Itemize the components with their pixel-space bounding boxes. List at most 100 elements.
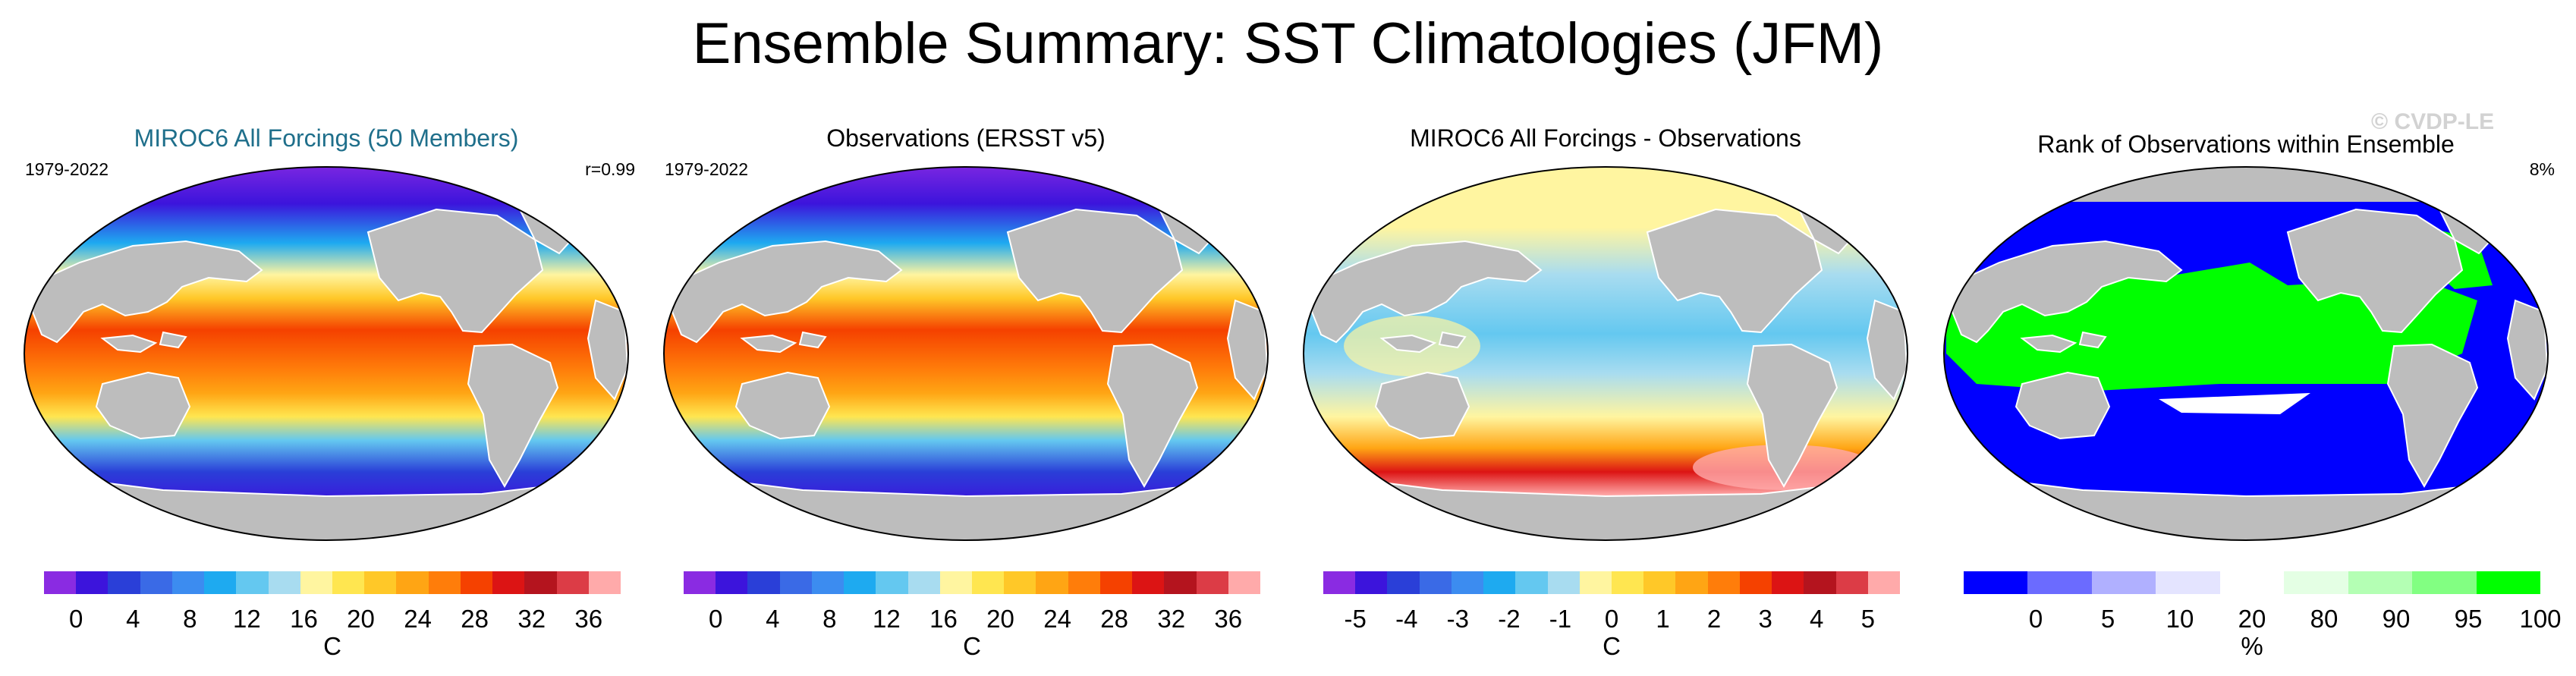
colorbar-swatch — [140, 571, 173, 594]
panel-observed-climatology: Observations (ERSST v5) 1979-2022 0 4 8 12 1… — [651, 114, 1281, 671]
colorbar-swatch — [428, 571, 461, 594]
colorbar-swatch — [268, 571, 301, 594]
colorbar-swatch — [876, 571, 909, 594]
colorbar-swatch — [364, 571, 397, 594]
colorbar-tick-label: 28 — [1100, 605, 1128, 633]
colorbar-swatch — [1196, 571, 1229, 594]
colorbar-swatch — [747, 571, 781, 594]
colorbar-swatch — [1804, 571, 1837, 594]
colorbar-swatch — [2156, 571, 2221, 594]
colorbar-swatch — [556, 571, 590, 594]
colorbar-swatch — [300, 571, 333, 594]
colorbar-swatch — [1164, 571, 1197, 594]
colorbar-tick-label: 8 — [183, 605, 197, 633]
colorbar-swatch — [44, 571, 77, 594]
figure-title: Ensemble Summary: SST Climatologies (JFM… — [692, 11, 1884, 76]
panel-title: Rank of Observations within Ensemble — [2037, 130, 2455, 158]
colorbar-unit: C — [963, 632, 981, 660]
colorbar-swatch — [2091, 571, 2156, 594]
panel-model-climatology: MIROC6 All Forcings (50 Members) 1979-20… — [11, 114, 641, 671]
colorbar-tick-label: -4 — [1395, 605, 1418, 633]
colorbar-swatch — [2284, 571, 2349, 594]
colorbar-swatch — [1835, 571, 1869, 594]
colorbar-swatch — [1643, 571, 1676, 594]
colorbar-tick-label: 0 — [69, 605, 83, 633]
colorbar-swatch — [1228, 571, 1261, 594]
colorbar-swatch — [779, 571, 813, 594]
colorbar-tick-label: 24 — [404, 605, 432, 633]
percent-label: 8% — [2529, 159, 2555, 179]
colorbar-tick-label: 32 — [517, 605, 546, 633]
colorbar-tick-label: 5 — [1860, 605, 1875, 633]
colorbar-swatch — [492, 571, 525, 594]
colorbar-swatch — [1132, 571, 1165, 594]
colorbar-swatch — [1547, 571, 1581, 594]
colorbar-tick-label: 80 — [2310, 605, 2339, 633]
colorbar-swatch — [907, 571, 941, 594]
panel-title: MIROC6 All Forcings - Observations — [1410, 124, 1801, 152]
colorbar-swatch — [2219, 571, 2285, 594]
colorbar-unit: C — [323, 632, 341, 660]
colorbar-swatch — [811, 571, 845, 594]
period-label: 1979-2022 — [25, 159, 109, 179]
panel-title: MIROC6 All Forcings (50 Members) — [134, 124, 519, 152]
colorbar-swatch — [1739, 571, 1772, 594]
colorbar-tick-label: 12 — [873, 605, 901, 633]
panel-difference: MIROC6 All Forcings - Observations -5 -4-… — [1291, 114, 1920, 671]
sst-map — [663, 166, 1269, 541]
colorbar-swatch — [2412, 571, 2477, 594]
colorbar-tick-label: 4 — [126, 605, 140, 633]
colorbar-tick-label: -5 — [1344, 605, 1367, 633]
colorbar-swatch — [1515, 571, 1549, 594]
colorbar-tick-label: 24 — [1043, 605, 1071, 633]
colorbar-swatch — [1612, 571, 1644, 594]
colorbar-tick-label: 4 — [1810, 605, 1824, 633]
colorbar-tick-label: 0 — [709, 605, 723, 633]
colorbar-tick-label: 95 — [2454, 605, 2483, 633]
colorbar-swatch — [716, 571, 748, 594]
colorbar-unit: % — [2241, 632, 2263, 660]
colorbar-swatch — [1387, 571, 1420, 594]
watermark: © CVDP-LE — [2371, 109, 2495, 134]
colorbar-swatch — [1867, 571, 1901, 594]
panel-title: Observations (ERSST v5) — [826, 124, 1106, 152]
colorbar-swatch — [76, 571, 109, 594]
sst-map — [24, 166, 629, 541]
rank-map — [1943, 166, 2549, 541]
colorbar-tick-label: 8 — [822, 605, 837, 633]
colorbar-tick-label: 3 — [1758, 605, 1772, 633]
colorbar-swatch — [1675, 571, 1709, 594]
colorbar-tick-label: 16 — [929, 605, 958, 633]
colorbar-swatch — [1004, 571, 1036, 594]
colorbar-swatch — [1099, 571, 1133, 594]
difference-map — [1303, 166, 1908, 541]
colorbar-swatch — [1772, 571, 1804, 594]
colorbar-tick-label: 0 — [1604, 605, 1619, 633]
colorbar-tick-label: 2 — [1706, 605, 1722, 633]
colorbar-swatch — [1355, 571, 1388, 594]
colorbar-tick-label: 4 — [766, 605, 780, 633]
colorbar-swatch — [524, 571, 558, 594]
colorbar-tick-label: 1 — [1656, 605, 1670, 633]
colorbar-tick-label: 20 — [2238, 605, 2266, 633]
colorbar-swatch — [588, 571, 621, 594]
colorbar-swatch — [1451, 571, 1484, 594]
colorbar-swatch — [1419, 571, 1452, 594]
colorbar-tick-label: 20 — [347, 605, 375, 633]
colorbar-swatch — [1707, 571, 1741, 594]
colorbar-tick-label: 20 — [986, 605, 1014, 633]
colorbar-tick-label: 5 — [2100, 605, 2115, 633]
colorbar-swatch — [460, 571, 493, 594]
panel-rank: Rank of Observations within Ensemble 8% … — [1931, 114, 2562, 671]
colorbar-swatch — [332, 571, 365, 594]
colorbar-tick-label: 32 — [1157, 605, 1186, 633]
colorbar-swatch — [236, 571, 269, 594]
pattern-correlation-label: r=0.99 — [585, 159, 635, 179]
colorbar-swatch — [108, 571, 141, 594]
colorbar-tick-label: 90 — [2382, 605, 2411, 633]
colorbar-swatch — [1036, 571, 1069, 594]
colorbar-swatch — [2027, 571, 2093, 594]
colorbar-tick-label: -3 — [1446, 605, 1469, 633]
colorbar-swatch — [684, 571, 716, 594]
colorbar-swatch — [1068, 571, 1101, 594]
